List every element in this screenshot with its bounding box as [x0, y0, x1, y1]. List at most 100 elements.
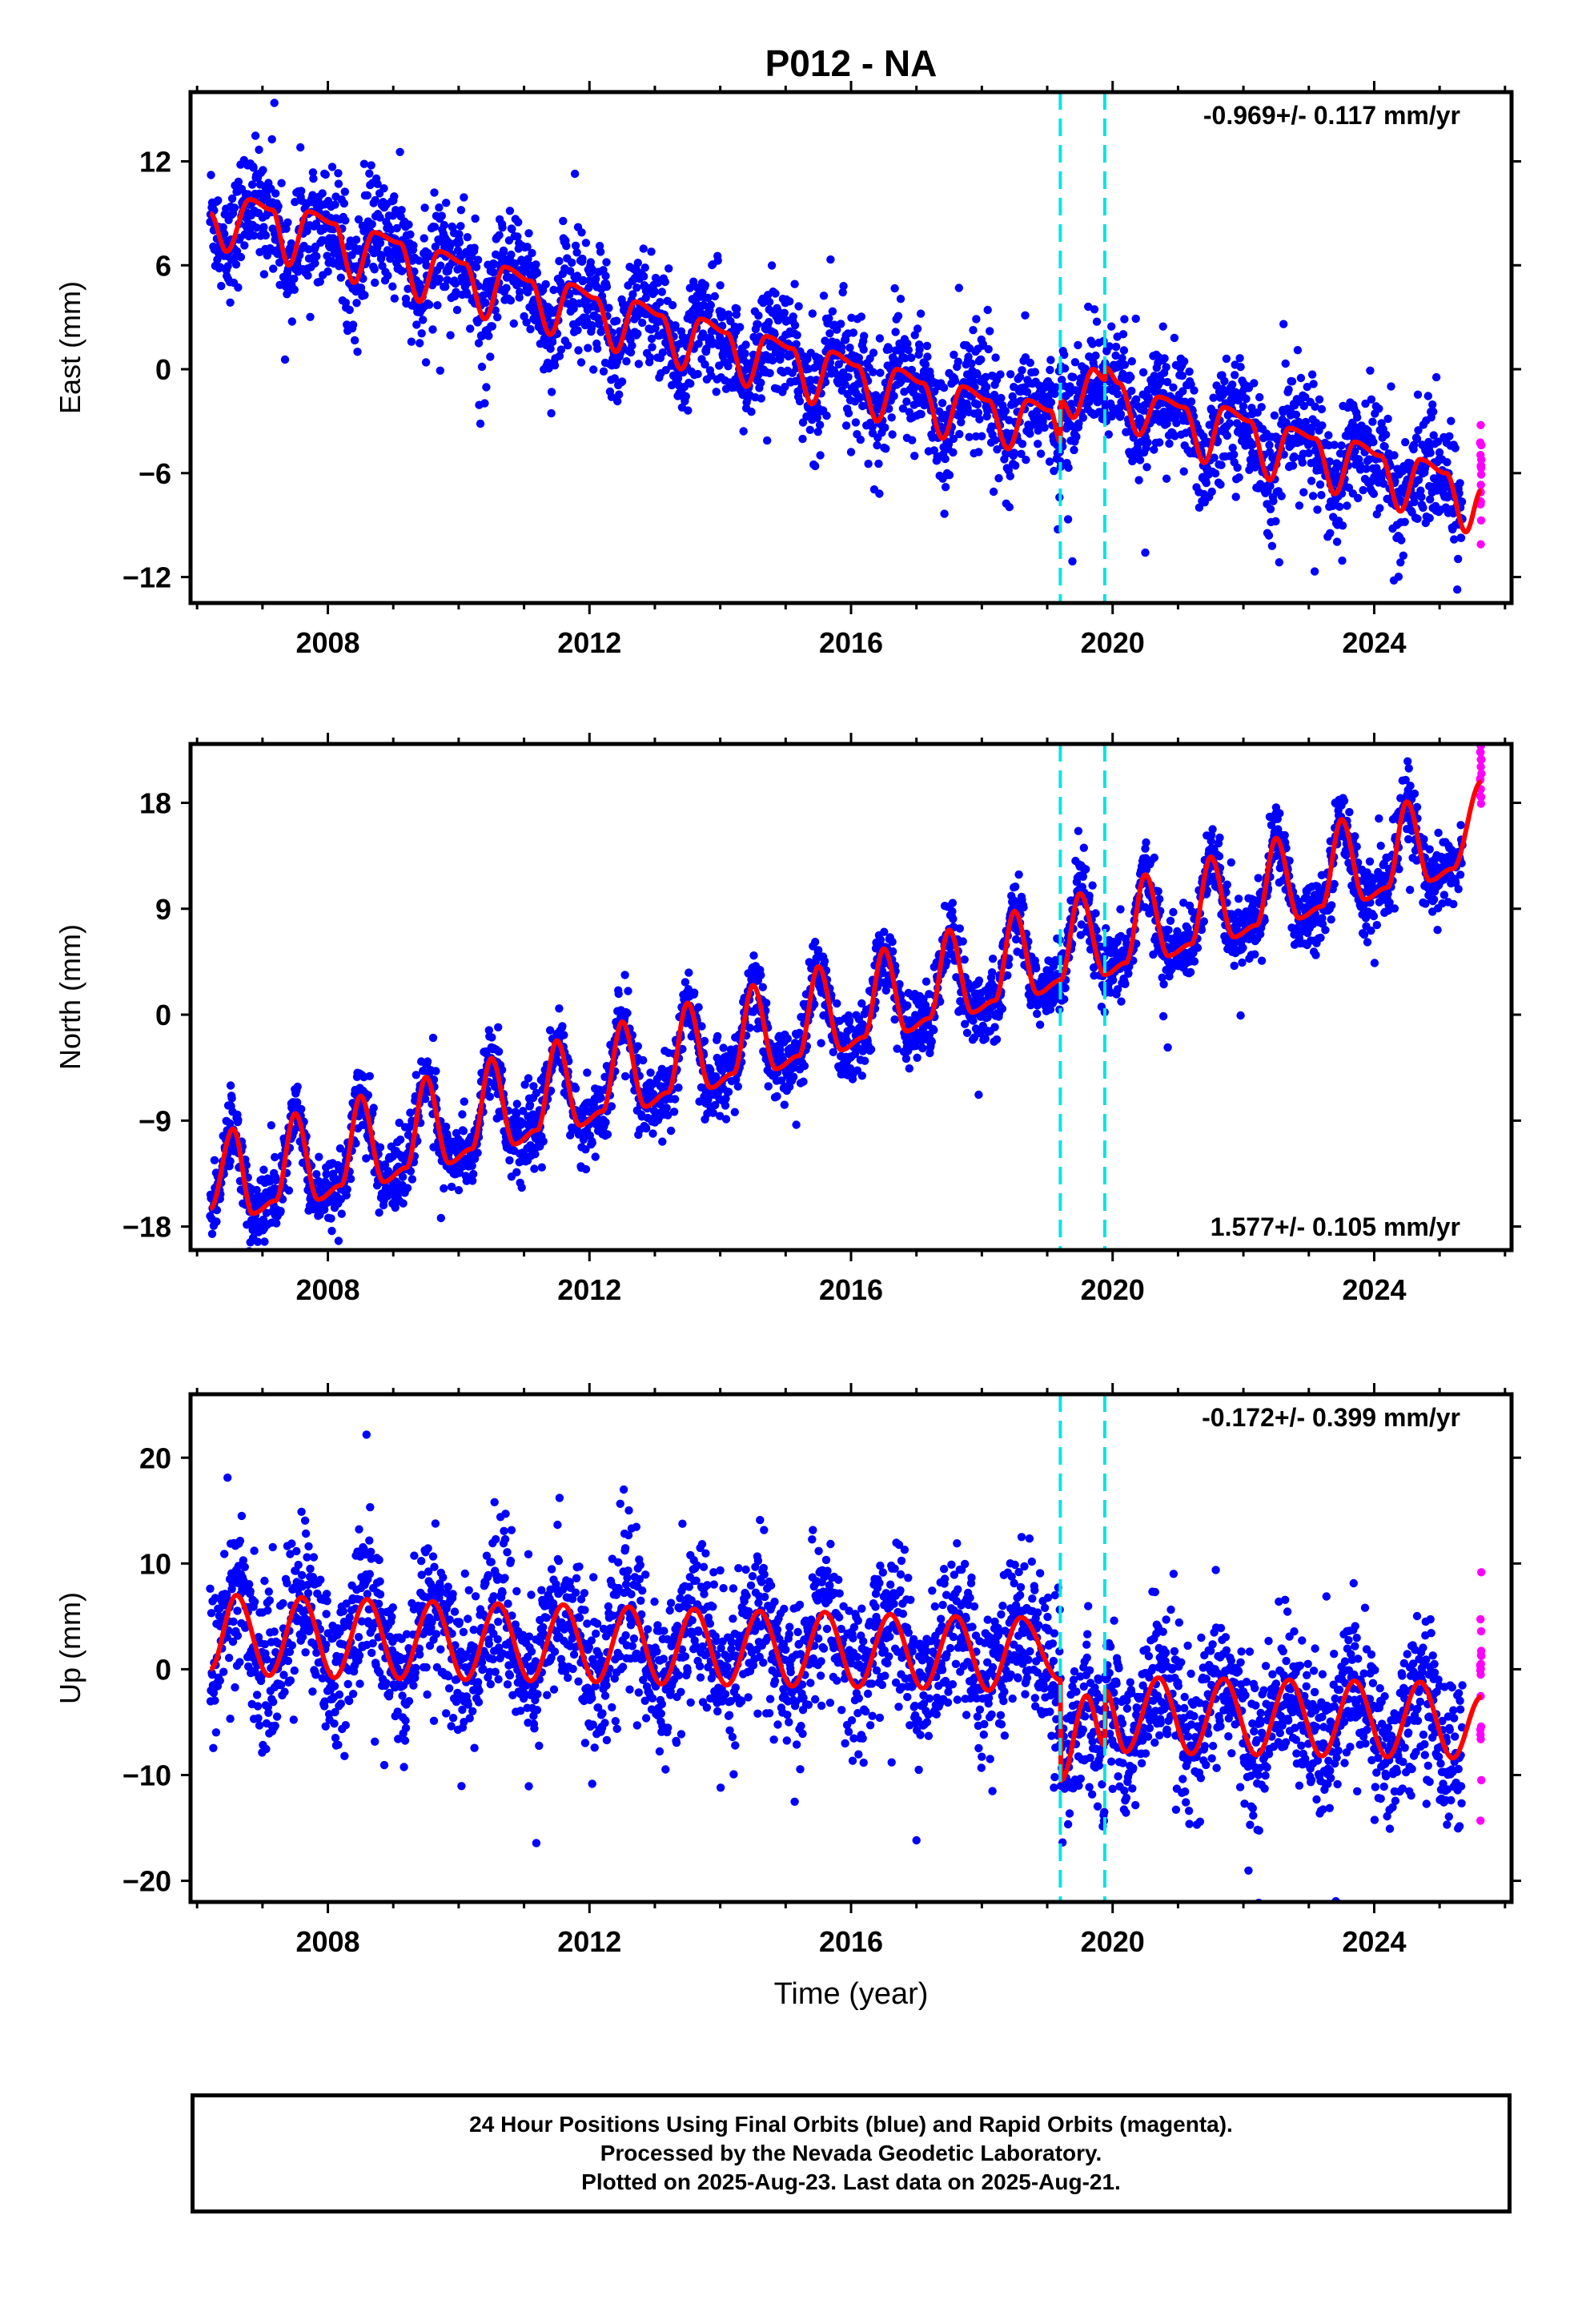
- east-final-point: [1266, 505, 1275, 513]
- north-final-point: [674, 1084, 683, 1092]
- east-final-point: [736, 323, 745, 332]
- east-final-point: [243, 190, 252, 199]
- east-final-point: [430, 223, 440, 231]
- east-final-point: [1046, 365, 1054, 375]
- east-final-point: [1120, 360, 1130, 369]
- east-final-point: [1216, 480, 1225, 489]
- east-ytick-label: 6: [155, 249, 171, 282]
- east-final-point: [481, 298, 490, 308]
- east-final-point: [982, 372, 990, 381]
- north-final-point: [633, 1042, 642, 1051]
- north-final-point: [780, 1100, 789, 1109]
- east-final-point: [851, 418, 861, 427]
- east-final-point: [565, 290, 574, 300]
- east-final-point: [390, 294, 399, 303]
- east-final-point: [974, 448, 983, 456]
- north-final-point: [641, 1124, 651, 1133]
- north-final-point: [669, 1108, 679, 1116]
- north-final-point: [857, 1072, 867, 1080]
- east-final-point: [949, 448, 958, 457]
- east-final-point: [592, 275, 600, 283]
- east-final-point: [875, 489, 884, 498]
- north-final-point: [624, 987, 632, 995]
- east-final-point: [1247, 404, 1256, 412]
- east-final-point: [1127, 386, 1136, 396]
- east-final-point: [612, 316, 621, 325]
- north-final-point: [560, 1031, 568, 1039]
- east-final-point: [259, 270, 269, 279]
- east-final-point: [964, 352, 973, 361]
- east-final-point: [849, 328, 858, 337]
- east-final-point: [1401, 438, 1410, 447]
- east-final-point: [574, 346, 583, 355]
- east-final-point: [707, 371, 716, 380]
- east-final-point: [1046, 356, 1055, 364]
- north-final-point: [745, 1023, 754, 1032]
- north-final-point: [212, 1217, 221, 1226]
- east-final-point: [837, 320, 845, 328]
- east-final-point: [421, 358, 431, 367]
- north-final-point: [226, 1081, 235, 1090]
- east-final-point: [1034, 440, 1042, 448]
- north-final-point: [494, 1023, 503, 1032]
- north-final-point: [783, 1034, 792, 1043]
- east-final-point: [236, 252, 246, 262]
- east-final-point: [516, 287, 524, 296]
- north-final-orbit-points: [206, 757, 1467, 1250]
- east-final-point: [1326, 529, 1335, 537]
- east-final-point: [412, 320, 421, 329]
- east-final-point: [280, 355, 290, 364]
- east-final-point: [234, 177, 243, 187]
- north-final-point: [530, 1164, 539, 1173]
- north-final-point: [800, 1061, 809, 1071]
- east-final-point: [334, 169, 343, 178]
- east-final-point: [1225, 419, 1235, 428]
- east-final-point: [1138, 368, 1148, 377]
- east-final-point: [261, 231, 271, 240]
- east-final-point: [308, 191, 317, 199]
- east-final-point: [1270, 411, 1279, 420]
- east-final-point: [821, 336, 829, 345]
- east-final-point: [983, 305, 992, 315]
- east-final-point: [406, 230, 415, 239]
- east-final-point: [881, 444, 890, 453]
- east-final-point: [615, 390, 624, 399]
- east-final-point: [1381, 430, 1391, 439]
- east-final-point: [1202, 478, 1211, 488]
- east-xtick-label: 2024: [1342, 626, 1406, 659]
- north-final-point: [440, 1184, 448, 1193]
- east-final-point: [227, 194, 237, 203]
- east-final-point: [1369, 437, 1378, 447]
- east-final-point: [375, 213, 384, 222]
- east-final-point: [1303, 383, 1311, 392]
- east-final-point: [965, 432, 974, 441]
- north-final-point: [525, 1100, 535, 1110]
- north-final-point: [531, 1149, 540, 1159]
- east-final-point: [795, 396, 805, 406]
- east-final-point: [1228, 380, 1237, 389]
- east-final-point: [456, 206, 466, 215]
- east-final-point: [1036, 449, 1046, 458]
- east-final-point: [869, 368, 877, 376]
- east-final-point: [339, 199, 348, 208]
- north-final-point: [811, 938, 820, 947]
- east-final-point: [433, 301, 442, 310]
- east-final-point: [371, 278, 379, 287]
- east-final-point: [1074, 340, 1082, 350]
- north-final-point: [829, 1047, 838, 1057]
- east-final-point: [813, 413, 821, 422]
- east-final-point: [1429, 407, 1438, 416]
- east-final-point: [383, 271, 392, 280]
- east-final-point: [891, 328, 900, 336]
- east-final-point: [271, 189, 280, 198]
- east-final-point: [689, 277, 698, 286]
- east-final-point: [259, 166, 267, 175]
- east-final-point: [213, 255, 222, 264]
- east-final-point: [354, 215, 363, 224]
- east-final-point: [997, 393, 1006, 403]
- east-final-point: [348, 320, 358, 329]
- east-final-point: [431, 242, 440, 251]
- east-final-point: [1399, 551, 1408, 560]
- east-final-point: [1451, 444, 1460, 452]
